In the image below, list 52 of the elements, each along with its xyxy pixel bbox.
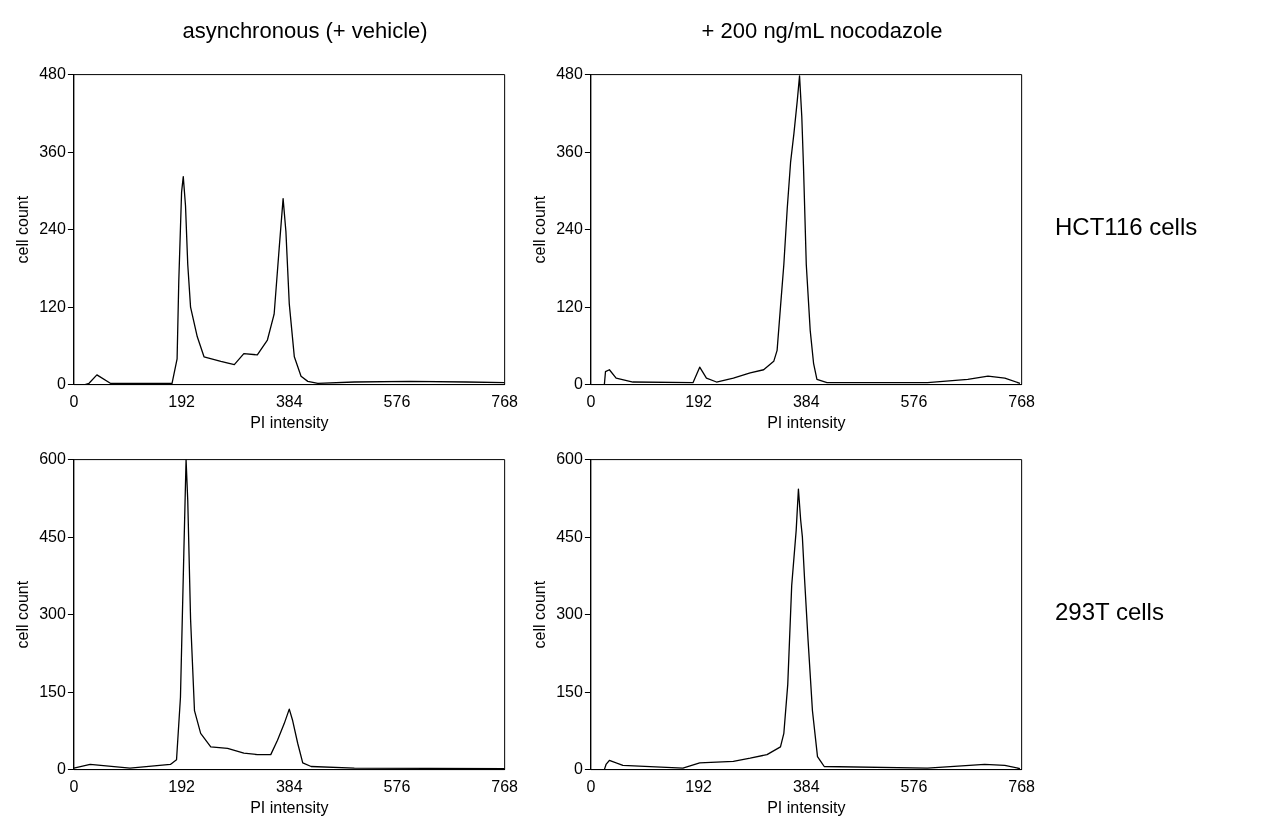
y-axis-title: cell count (531, 580, 549, 649)
x-tick-label: 576 (383, 777, 411, 795)
y-tick-label: 450 (556, 527, 583, 545)
chart-title: asynchronous (+ vehicle) (181, 18, 429, 44)
x-axis-title: PI intensity (250, 798, 329, 816)
y-axis-title: cell count (14, 580, 32, 649)
x-tick-label: 192 (168, 392, 196, 410)
text: HCT116 cells (1055, 213, 1198, 241)
x-axis-title: PI intensity (767, 413, 846, 431)
y-tick-label: 0 (573, 375, 583, 393)
x-axis-title: PI intensity (767, 798, 846, 816)
y-tick-label: 120 (556, 297, 583, 315)
x-tick-label: 192 (168, 777, 196, 795)
x-tick-label: 192 (685, 777, 713, 795)
y-tick-label: 450 (39, 527, 66, 545)
x-tick-label: 0 (586, 777, 596, 795)
y-tick-label: 480 (556, 65, 583, 83)
x-tick-label: 576 (900, 392, 928, 410)
y-tick-label: 0 (56, 375, 66, 393)
x-tick-label: 768 (491, 777, 519, 795)
x-tick-label: 768 (491, 392, 519, 410)
y-tick-label: 240 (556, 220, 583, 238)
y-tick-label: 0 (573, 760, 583, 778)
x-tick-label: 384 (275, 777, 303, 795)
y-tick-label: 120 (39, 297, 66, 315)
y-tick-label: 150 (39, 682, 66, 700)
x-tick-label: 0 (69, 392, 79, 410)
y-tick-label: 150 (556, 682, 583, 700)
y-axis-title: cell count (14, 195, 32, 264)
chart-title: + 200 ng/mL nocodazole (700, 18, 944, 44)
y-tick-label: 600 (39, 450, 66, 468)
y-tick-label: 240 (39, 220, 66, 238)
x-tick-label: 0 (69, 777, 79, 795)
y-tick-label: 0 (56, 760, 66, 778)
x-tick-label: 576 (383, 392, 411, 410)
x-tick-label: 768 (1008, 777, 1036, 795)
y-tick-label: 360 (556, 142, 583, 160)
y-axis-title: cell count (531, 195, 549, 264)
y-tick-label: 300 (556, 605, 583, 623)
y-tick-label: 360 (39, 142, 66, 160)
x-tick-label: 384 (275, 392, 303, 410)
x-tick-label: 768 (1008, 392, 1036, 410)
x-tick-label: 384 (792, 392, 820, 410)
x-tick-label: 192 (685, 392, 713, 410)
text: 293T cells (1055, 598, 1164, 626)
x-tick-label: 384 (792, 777, 820, 795)
y-tick-label: 300 (39, 605, 66, 623)
x-tick-label: 0 (586, 392, 596, 410)
x-tick-label: 576 (900, 777, 928, 795)
y-tick-label: 600 (556, 450, 583, 468)
y-tick-label: 480 (39, 65, 66, 83)
x-axis-title: PI intensity (250, 413, 329, 431)
